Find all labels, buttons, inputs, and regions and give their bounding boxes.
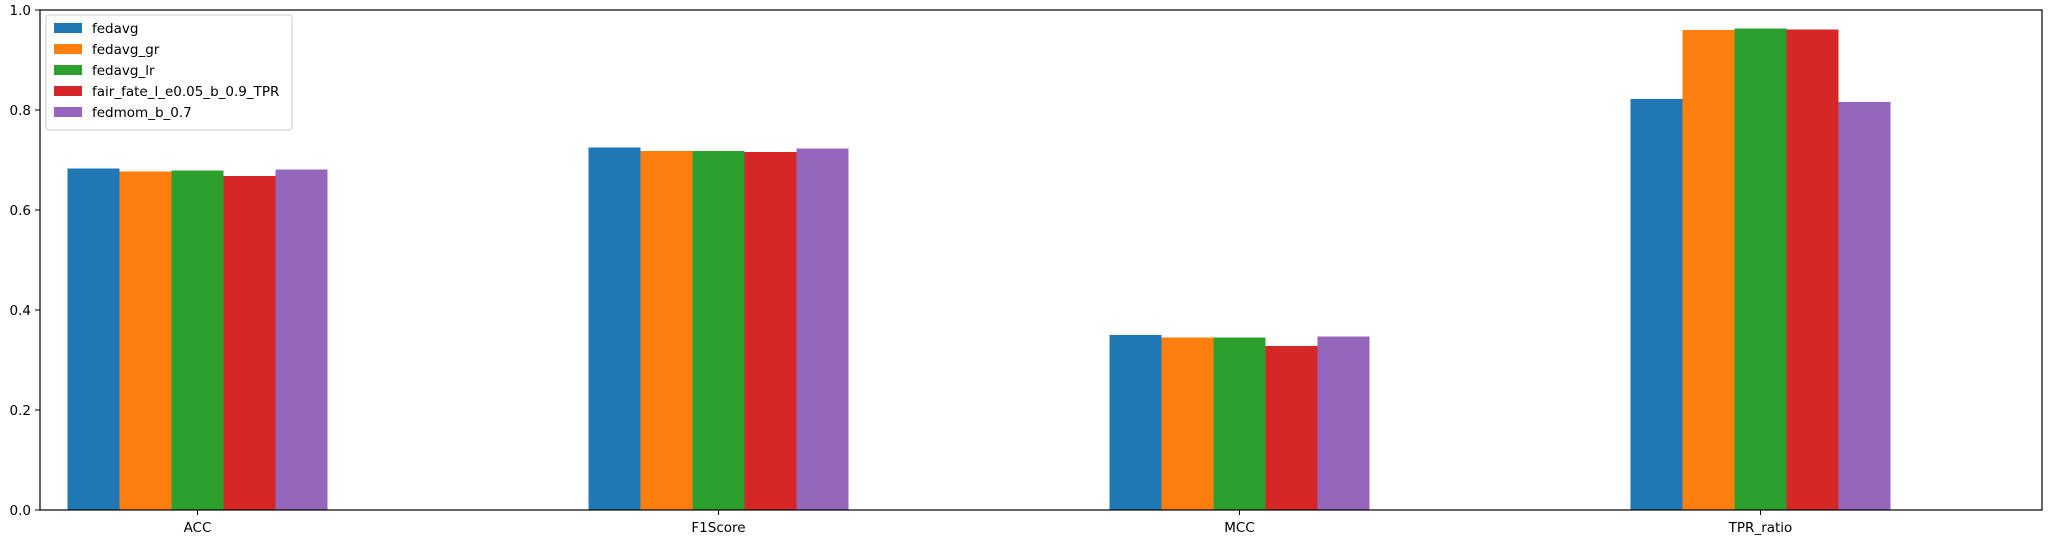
y-tick-label: 0.8 <box>10 103 31 119</box>
x-tick-label: ACC <box>184 520 212 536</box>
legend-label: fedmom_b_0.7 <box>92 105 192 121</box>
y-tick-label: 0.2 <box>10 403 31 419</box>
x-tick-label: F1Score <box>691 520 745 536</box>
legend-label: fair_fate_l_e0.05_b_0.9_TPR <box>92 84 279 100</box>
bar-ACC-fedavg <box>67 168 120 510</box>
bar-TPR_ratio-fair_fate_l_e0.05_b_0.9_TPR <box>1786 29 1839 510</box>
bar-TPR_ratio-fedavg_gr <box>1682 30 1735 510</box>
legend-swatch <box>54 86 82 96</box>
y-tick-label: 0.0 <box>10 503 31 519</box>
bar-F1Score-fedavg <box>588 147 641 510</box>
bar-MCC-fedavg_lr <box>1213 337 1266 510</box>
bar-ACC-fair_fate_l_e0.05_b_0.9_TPR <box>223 176 276 510</box>
bar-F1Score-fedavg_lr <box>692 151 745 510</box>
legend-swatch <box>54 23 82 33</box>
legend-label: fedavg_gr <box>92 42 160 58</box>
legend-box <box>45 14 293 131</box>
bar-TPR_ratio-fedmom_b_0.7 <box>1838 102 1891 510</box>
bar-MCC-fedmom_b_0.7 <box>1317 336 1370 510</box>
bar-TPR_ratio-fedavg <box>1630 99 1683 510</box>
bar-F1Score-fedmom_b_0.7 <box>796 148 849 510</box>
bar-MCC-fedavg <box>1109 335 1162 510</box>
y-tick-label: 0.6 <box>10 203 31 219</box>
bar-ACC-fedmom_b_0.7 <box>275 169 328 510</box>
bar-TPR_ratio-fedavg_lr <box>1734 28 1787 510</box>
bar-F1Score-fedavg_gr <box>640 151 693 510</box>
bar-MCC-fair_fate_l_e0.05_b_0.9_TPR <box>1265 346 1318 510</box>
x-tick-label: MCC <box>1224 520 1255 536</box>
bar-MCC-fedavg_gr <box>1161 337 1214 510</box>
y-tick-label: 1.0 <box>10 3 31 19</box>
plot-frame <box>39 9 2043 511</box>
y-axis: 0.0 0.2 0.4 0.6 0.8 1.0 <box>10 3 40 519</box>
y-tick-label: 0.4 <box>10 303 31 319</box>
legend-label: fedavg_lr <box>92 63 155 79</box>
x-axis: ACC F1Score MCC TPR_ratio <box>184 510 1793 536</box>
legend-label: fedavg <box>92 21 138 37</box>
bar-F1Score-fair_fate_l_e0.05_b_0.9_TPR <box>744 152 797 510</box>
legend-swatch <box>54 44 82 54</box>
legend: fedavg fedavg_gr fedavg_lr fair_fate_l_e0.0… <box>45 14 293 131</box>
bars-layer <box>67 28 1891 510</box>
bar-ACC-fedavg_lr <box>171 170 224 510</box>
x-tick-label: TPR_ratio <box>1728 520 1793 536</box>
bar-ACC-fedavg_gr <box>119 171 172 510</box>
legend-swatch <box>54 65 82 75</box>
legend-swatch <box>54 107 82 117</box>
